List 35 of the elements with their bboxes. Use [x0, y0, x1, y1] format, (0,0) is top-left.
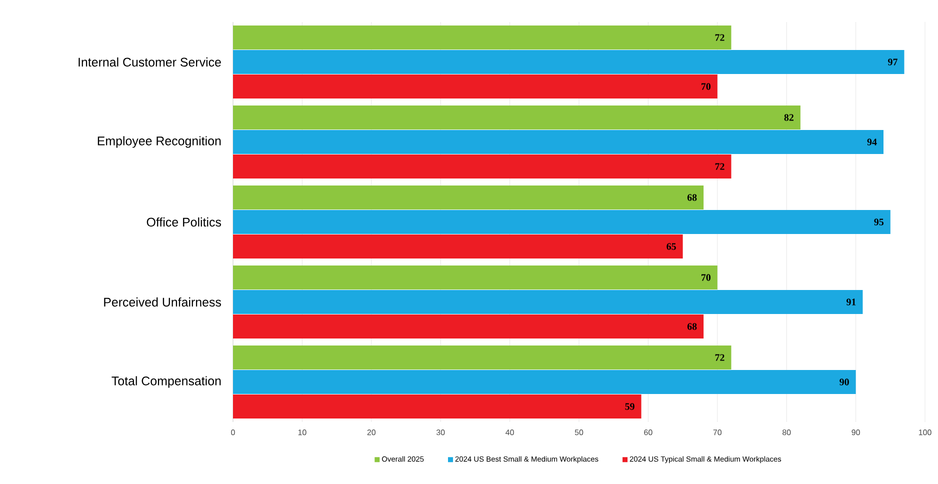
data-label: 70 — [701, 83, 711, 90]
data-label: 95 — [874, 218, 884, 226]
bar — [233, 50, 904, 74]
data-label: 68 — [687, 323, 697, 330]
data-label: 70 — [701, 274, 711, 281]
y-tick-label: Internal Customer Service — [78, 57, 221, 67]
bar — [233, 74, 718, 99]
bar — [233, 394, 642, 419]
bar — [233, 26, 732, 50]
bar — [233, 346, 732, 370]
bar — [233, 314, 704, 339]
y-tick-label: Employee Recognition — [98, 136, 221, 148]
bar — [233, 106, 800, 130]
bar — [233, 210, 890, 234]
data-label: 72 — [715, 163, 724, 170]
y-tick-label: Total Compensation — [112, 376, 221, 388]
data-label: 68 — [687, 194, 697, 201]
bar — [233, 266, 718, 290]
data-label: 82 — [784, 114, 794, 121]
bar — [233, 234, 683, 259]
bar — [233, 130, 884, 154]
y-tick-label: Perceived Unfairness — [104, 297, 222, 307]
data-label: 65 — [666, 243, 676, 250]
data-label: 91 — [846, 298, 856, 306]
data-label: 72 — [715, 34, 724, 41]
bar — [233, 370, 856, 394]
bar — [233, 290, 863, 314]
y-tick-label: Office Politics — [146, 217, 222, 227]
bar — [233, 186, 704, 210]
data-label: 90 — [840, 378, 849, 386]
data-label: 94 — [867, 138, 877, 146]
data-label: 97 — [888, 58, 898, 66]
data-label: 59 — [625, 403, 634, 410]
data-label: 72 — [715, 354, 724, 361]
bar — [233, 154, 732, 179]
